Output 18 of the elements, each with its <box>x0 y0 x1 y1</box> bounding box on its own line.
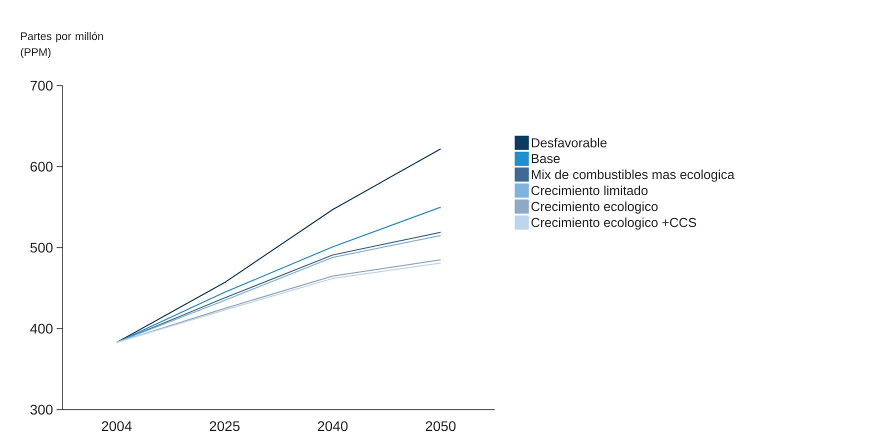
x-tick-label: 2025 <box>210 420 240 431</box>
x-tick-label: 2050 <box>426 420 456 431</box>
line-series <box>116 148 442 343</box>
legend-label: Mix de combustibles mas ecologica <box>532 169 734 182</box>
legend-label: Crecimiento ecologico <box>531 201 658 214</box>
legend-label: Crecimiento limitado <box>531 185 648 195</box>
y-tick-label: 700 <box>30 80 53 90</box>
y-tick-label: 400 <box>30 324 53 334</box>
line-series <box>116 206 442 343</box>
y-tick-label: 500 <box>30 242 53 252</box>
x-tick-label: 2040 <box>318 420 348 431</box>
y-tick-label: 600 <box>30 162 53 172</box>
legend-label: Crecimiento ecologico +CCS <box>531 217 696 230</box>
legend-label: Base <box>532 154 560 163</box>
x-tick-label: 2004 <box>102 420 132 431</box>
legend-label: Desfavorable <box>532 138 607 148</box>
y-tick-label: 300 <box>30 404 53 414</box>
y-axis-title: Partes por millón (PPM) <box>20 32 103 58</box>
